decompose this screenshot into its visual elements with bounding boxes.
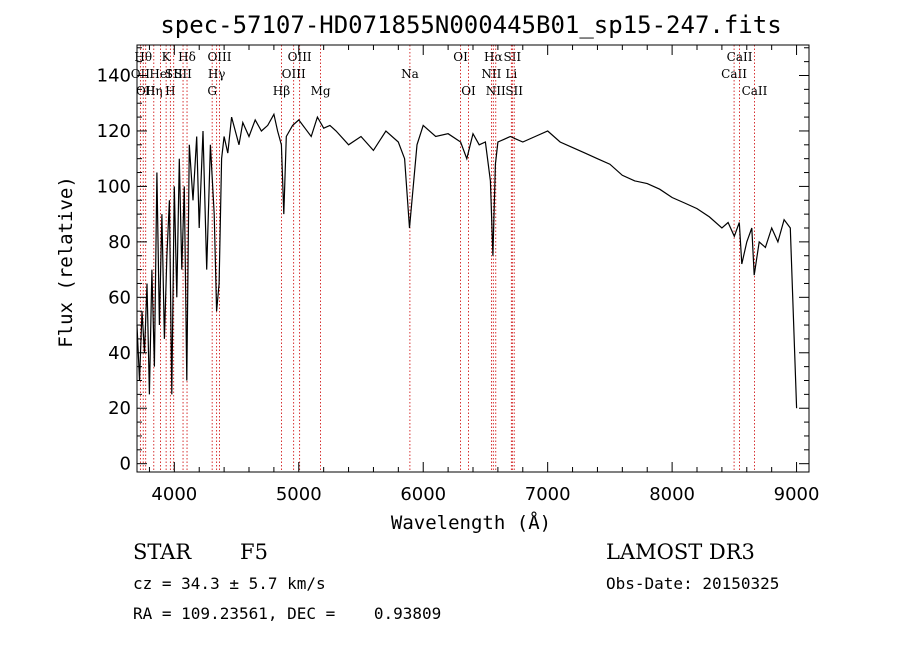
line-mark-label: OI bbox=[461, 84, 476, 98]
y-tick-label: 140 bbox=[97, 66, 131, 87]
line-mark-label: K bbox=[162, 50, 172, 64]
y-tick-label: 40 bbox=[108, 343, 131, 364]
line-mark-label: Hη bbox=[145, 84, 163, 98]
line-mark-label: H bbox=[165, 84, 175, 98]
line-mark-label: CaII bbox=[742, 84, 768, 98]
x-tick-label: 8000 bbox=[649, 484, 695, 505]
x-axis-label: Wavelength (Å) bbox=[391, 511, 551, 534]
line-mark-label: Hα bbox=[484, 50, 503, 64]
x-tick-label: 7000 bbox=[525, 484, 571, 505]
y-tick-label: 80 bbox=[108, 232, 131, 253]
x-tick-label: 9000 bbox=[774, 484, 820, 505]
line-mark-label: NII bbox=[481, 67, 501, 81]
line-mark-label: SII bbox=[165, 67, 183, 81]
line-mark-label: Hθ bbox=[134, 50, 152, 64]
axis-ticks: 4000 5000 6000 7000 8000 9000 0 20 40 60 80 100 120 1… bbox=[97, 45, 820, 505]
y-tick-label: 120 bbox=[97, 121, 131, 142]
line-mark-label: Hβ bbox=[273, 84, 290, 98]
line-mark-label: Hδ bbox=[178, 50, 196, 64]
subclass-label: F5 bbox=[240, 540, 268, 564]
y-axis-label: Flux (relative) bbox=[55, 176, 77, 348]
y-tick-label: 0 bbox=[120, 454, 131, 475]
line-mark-label: Na bbox=[401, 67, 419, 81]
line-mark-label: OIII bbox=[207, 50, 231, 64]
x-tick-label: 6000 bbox=[400, 484, 446, 505]
line-mark-label: OIII bbox=[288, 50, 312, 64]
class-label: STAR bbox=[133, 540, 192, 564]
line-mark-label: OII bbox=[131, 67, 151, 81]
line-mark-label: Mg bbox=[311, 84, 331, 98]
survey-label: LAMOST DR3 bbox=[606, 540, 755, 564]
line-mark-label: CaII bbox=[727, 50, 753, 64]
line-mark-label: G bbox=[207, 84, 217, 98]
y-tick-label: 60 bbox=[108, 287, 131, 308]
line-mark-label: Hγ bbox=[208, 67, 226, 81]
chart-title: spec-57107-HD071855N000445B01_sp15-247.f… bbox=[160, 11, 781, 39]
line-mark-label: OII bbox=[136, 84, 156, 98]
line-mark-label: Li bbox=[505, 67, 517, 81]
spectrum-series-line bbox=[136, 112, 798, 409]
line-mark-label: SII bbox=[505, 84, 523, 98]
x-tick-label: 5000 bbox=[276, 484, 322, 505]
line-mark-label: SII bbox=[174, 67, 192, 81]
plot-frame bbox=[136, 44, 810, 473]
y-tick-label: 100 bbox=[97, 176, 131, 197]
x-tick-label: 4000 bbox=[151, 484, 197, 505]
line-mark-label: OIII bbox=[282, 67, 306, 81]
line-mark-label: OI bbox=[453, 50, 468, 64]
redshift-label: cz = 34.3 ± 5.7 km/s bbox=[133, 574, 326, 593]
line-mark-label: NII bbox=[486, 84, 506, 98]
line-mark-label: CaII bbox=[721, 67, 747, 81]
radec-label: RA = 109.23561, DEC = 0.93809 bbox=[133, 604, 442, 623]
obs-date-label: Obs-Date: 20150325 bbox=[606, 574, 780, 593]
line-mark-label: SII bbox=[503, 50, 521, 64]
spectral-line-marks: OIIHθOIIHηHeIKHSIIHδSIIGHγOIIIHβOIIIOIII… bbox=[131, 45, 768, 472]
y-tick-label: 20 bbox=[108, 398, 131, 419]
